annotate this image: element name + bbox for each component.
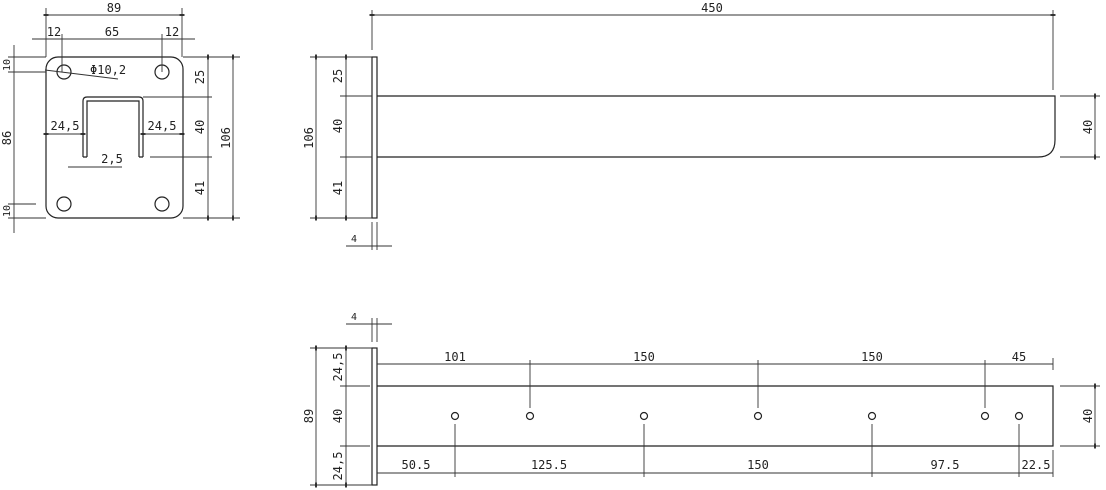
- dim-upper-1: 101: [444, 350, 466, 364]
- hole: [450, 411, 460, 421]
- side-plate: [371, 56, 378, 219]
- dim-side-height-total: 106: [302, 127, 316, 149]
- dim-lower-5: 22.5: [1022, 458, 1051, 472]
- dim-upper-2: 150: [633, 350, 655, 364]
- top-plate: [371, 347, 378, 486]
- dim-top-offset: 10: [2, 59, 13, 71]
- side-arm: [377, 95, 1056, 158]
- dim-plate-thickness: 4: [351, 234, 357, 245]
- dim-side-seg-bottom: 41: [331, 181, 345, 195]
- dim-slot-thickness: 2,5: [101, 152, 123, 166]
- mounting-hole: [154, 196, 170, 212]
- front-view: 89 12 65 12 Φ10,2 24,5 24,5 2,5 10 86 10…: [0, 1, 240, 233]
- top-arm: [377, 385, 1054, 447]
- dim-edge-right: 12: [165, 25, 179, 39]
- dim-slot-side-right: 24,5: [148, 119, 177, 133]
- dim-top-seg-mid: 40: [331, 409, 345, 423]
- hole: [753, 411, 763, 421]
- mounting-plate: [45, 56, 184, 219]
- dim-upper-4: 45: [1012, 350, 1026, 364]
- dim-side-seg-mid: 40: [331, 119, 345, 133]
- dim-hole-diameter: Φ10,2: [90, 63, 126, 77]
- dim-top-seg-bottom: 24,5: [331, 452, 345, 481]
- mounting-hole: [56, 196, 72, 212]
- mounting-hole: [56, 64, 72, 80]
- dim-side-seg-top: 25: [331, 69, 345, 83]
- u-slot: [82, 96, 144, 158]
- hole: [1014, 411, 1024, 421]
- dim-seg-top: 25: [193, 70, 207, 84]
- dim-top-seg-top: 24,5: [331, 353, 345, 382]
- dim-height-total: 106: [219, 127, 233, 149]
- hole: [525, 411, 535, 421]
- dim-hole-vertical-spacing: 86: [0, 131, 14, 145]
- holes: [450, 411, 1024, 421]
- hole: [867, 411, 877, 421]
- dim-top-width-total: 89: [302, 409, 316, 423]
- hole: [980, 411, 990, 421]
- hole: [639, 411, 649, 421]
- dim-hole-spacing: 65: [105, 25, 119, 39]
- dim-seg-mid: 40: [193, 120, 207, 134]
- dim-lower-3: 150: [747, 458, 769, 472]
- dim-length: 450: [701, 1, 723, 15]
- dim-bottom-offset: 10: [2, 205, 13, 217]
- dim-slot-side-left: 24,5: [51, 119, 80, 133]
- dim-seg-bottom: 41: [193, 181, 207, 195]
- dim-top-plate-thickness: 4: [351, 312, 357, 323]
- dim-lower-2: 125.5: [531, 458, 567, 472]
- dim-lower-4: 97.5: [931, 458, 960, 472]
- dim-bar-height: 40: [1081, 120, 1095, 134]
- dim-edge-left: 12: [47, 25, 61, 39]
- dim-bar-width: 40: [1081, 409, 1095, 423]
- dim-width-total: 89: [107, 1, 121, 15]
- dim-upper-3: 150: [861, 350, 883, 364]
- side-view: 450 106 25 40 41 40 4: [302, 1, 1100, 250]
- dim-lower-1: 50.5: [402, 458, 431, 472]
- top-view: 4 89 24,5 40 24,5 40 101 150 150 45: [302, 312, 1100, 488]
